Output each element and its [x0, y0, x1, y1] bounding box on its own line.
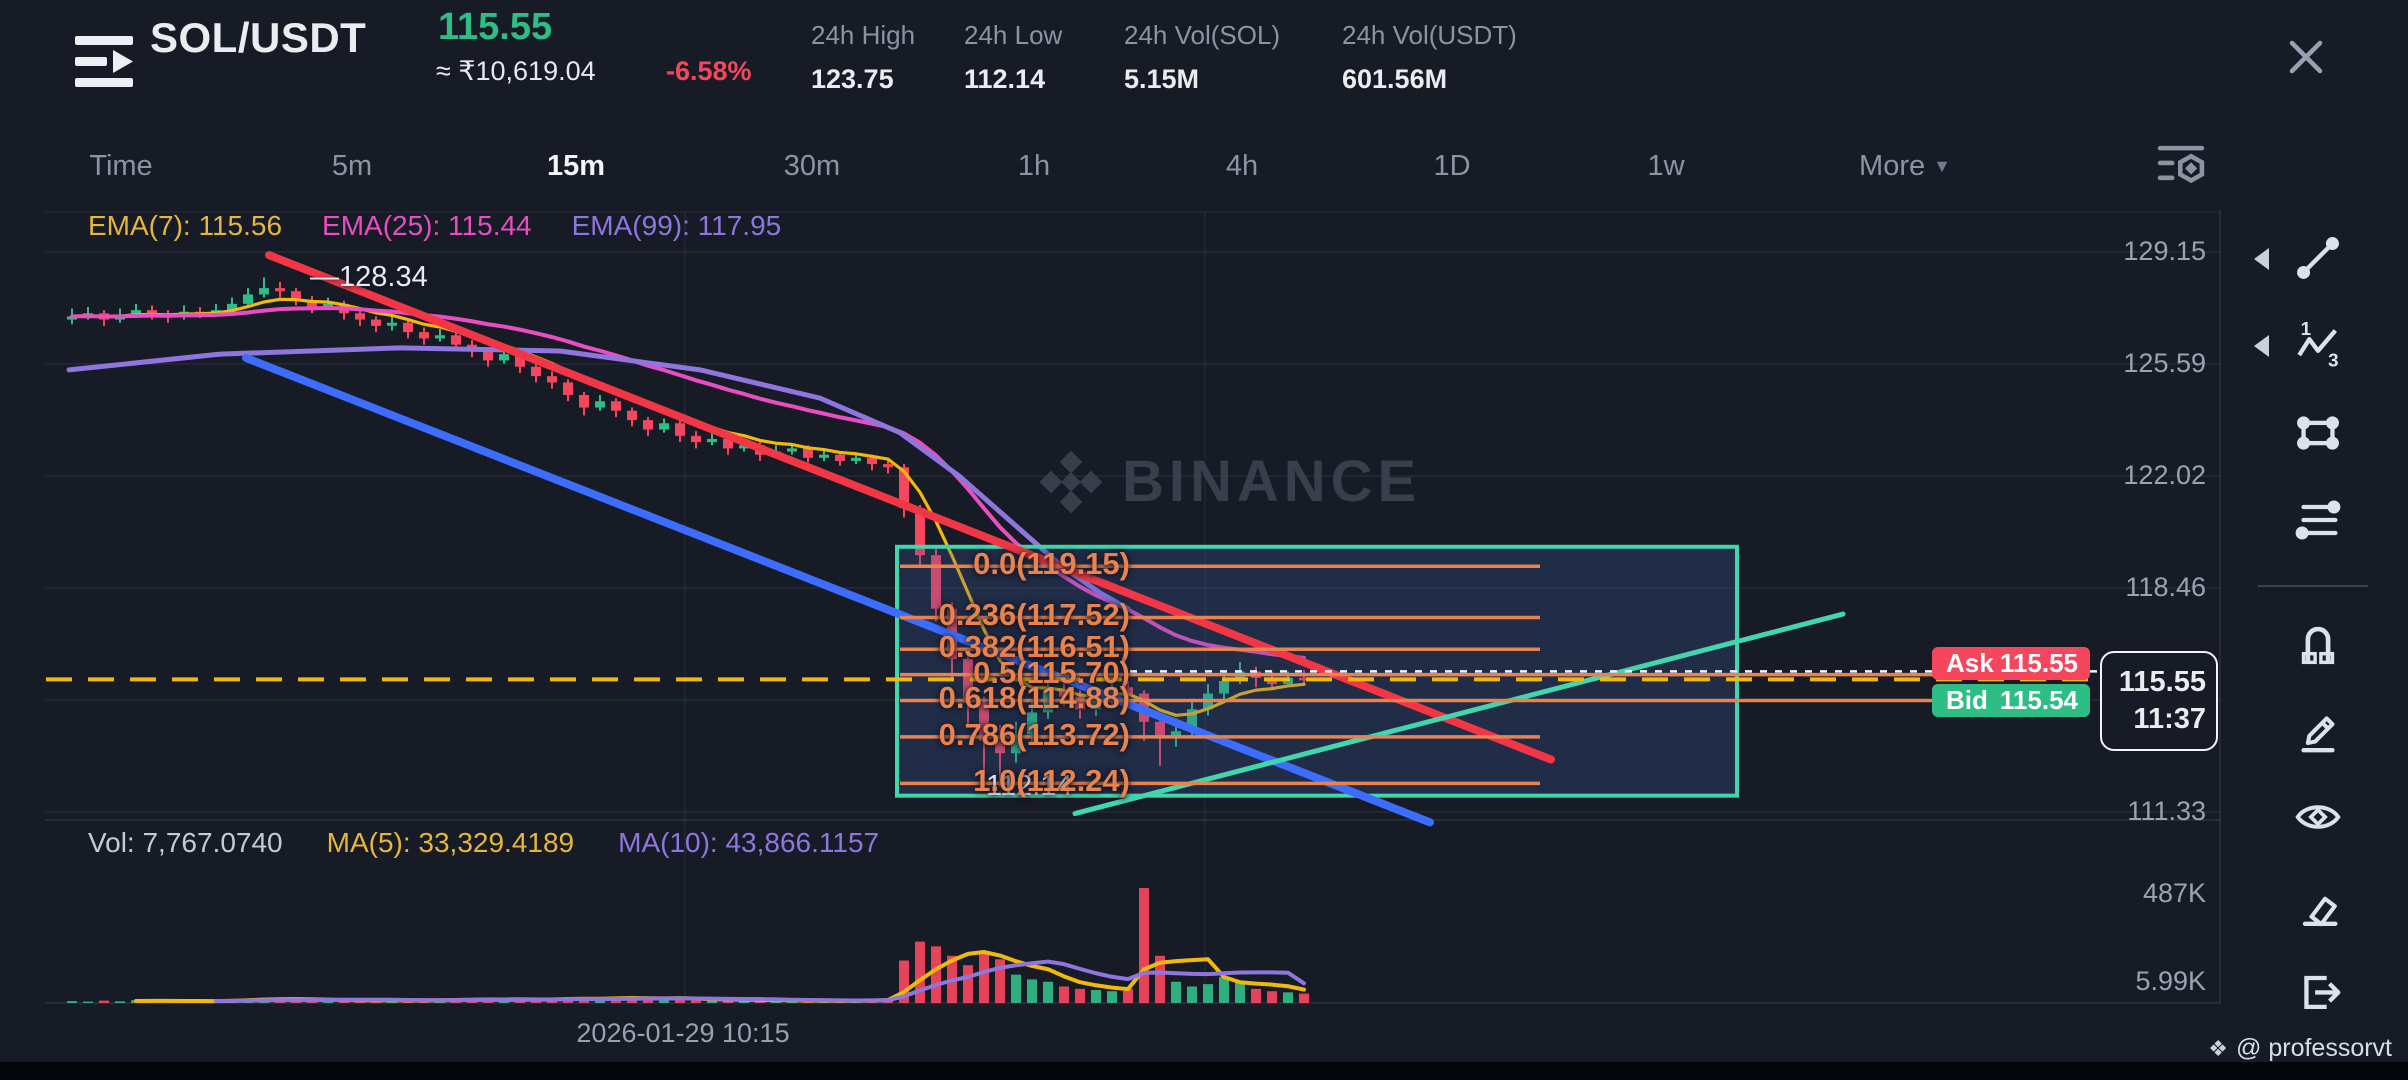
swing-low-label: 112.14 — [986, 770, 1073, 802]
stat-label: 24h High — [811, 20, 916, 50]
market-menu-icon[interactable] — [75, 36, 135, 88]
swing-high-label: —128.34 — [310, 261, 428, 293]
stat-value: 123.75 — [811, 64, 894, 94]
vol-ma5-label: MA(5): 33,329.4189 — [326, 827, 575, 858]
volume-axis-label-last: 5.99K — [2135, 966, 2206, 996]
stat-24h-high: 24h High 123.75 — [811, 20, 915, 95]
stat-value: 5.15M — [1124, 64, 1200, 94]
close-icon[interactable] — [2282, 33, 2330, 81]
expand-left-icon[interactable] — [2254, 248, 2269, 270]
fib-level-label: 0.5(115.70) — [973, 654, 1130, 690]
ask-value: 115.55 — [1999, 648, 2078, 678]
tab-1d[interactable]: 1D — [1433, 150, 1471, 182]
indicator-settings-icon[interactable] — [2156, 140, 2210, 190]
ema-legend: EMA(7): 115.56 EMA(25): 115.44 EMA(99): … — [88, 210, 781, 242]
rectangle-shape-icon[interactable] — [2292, 407, 2344, 459]
tab-15m[interactable]: 15m — [546, 150, 606, 182]
fib-level-label: 1.0(112.24) — [973, 763, 1130, 799]
vol-ma10-label: MA(10): 43,866.1157 — [618, 827, 880, 858]
stat-label: 24h Vol(USDT) — [1342, 20, 1517, 50]
time-axis-label: 2026-01-29 10:15 — [576, 1018, 790, 1048]
stat-value: 112.14 — [964, 64, 1046, 94]
change-percent: -6.58% — [666, 56, 752, 86]
fib-level-label: 0.382(116.51) — [938, 629, 1130, 665]
credit-text: @ professorvt — [2236, 1034, 2392, 1062]
price-axis-label: 111.33 — [2127, 796, 2206, 826]
chevron-down-icon: ▼ — [1933, 156, 1951, 176]
binance-watermark: BINANCE — [1040, 448, 1421, 515]
price-axis-label: 129.15 — [2123, 236, 2206, 266]
pair-title: SOL/USDT — [150, 14, 367, 61]
magnet-icon[interactable] — [2292, 619, 2344, 671]
tab-5m[interactable]: 5m — [331, 150, 373, 182]
binance-logo-icon — [1040, 450, 1102, 513]
volume-axis-label-max: 487K — [2142, 878, 2206, 908]
expand-left-icon[interactable] — [2254, 335, 2269, 357]
ema25-label: EMA(25): 115.44 — [322, 210, 532, 241]
fib-retracement-icon[interactable] — [2292, 494, 2344, 546]
tab-4h[interactable]: 4h — [1225, 150, 1259, 182]
exit-drawing-icon[interactable] — [2292, 965, 2344, 1017]
elliott-wave-icon[interactable]: 1 3 — [2292, 319, 2344, 371]
fib-level-label: 0.0(119.15) — [973, 546, 1130, 582]
tab-1w[interactable]: 1w — [1647, 150, 1685, 182]
stat-24h-vol-sol: 24h Vol(SOL) 5.15M — [1124, 20, 1280, 95]
tab-time[interactable]: Time — [89, 150, 153, 182]
last-price: 115.55 — [438, 6, 553, 48]
draw-edit-icon[interactable] — [2292, 704, 2344, 756]
price-axis-label: 118.46 — [2125, 571, 2206, 602]
watermark-text: BINANCE — [1122, 449, 1422, 514]
ask-label: Ask — [1946, 648, 1994, 678]
price-axis-label: 125.59 — [2123, 347, 2206, 378]
fib-level-label: 0.236(117.52) — [938, 597, 1130, 633]
eraser-icon[interactable] — [2292, 879, 2344, 931]
fib-level-label: 0.618(114.88) — [938, 680, 1130, 716]
stat-24h-low: 24h Low 112.14 — [964, 20, 1062, 95]
price-axis-label: 122.02 — [2123, 460, 2206, 491]
vol-label: Vol: 7,767.0740 — [88, 827, 283, 858]
more-label: More — [1859, 150, 1926, 182]
bottom-bar — [0, 1062, 2408, 1080]
bid-value: 115.54 — [1999, 685, 2078, 715]
trend-line-icon[interactable] — [2292, 232, 2344, 284]
tab-more[interactable]: More ▼ — [1830, 146, 1980, 186]
credit: ❖ @ professorvt — [2208, 1034, 2392, 1063]
stat-value: 601.56M — [1342, 64, 1448, 94]
stat-label: 24h Vol(SOL) — [1124, 20, 1281, 50]
bid-label: Bid — [1946, 685, 1988, 715]
last-price-box-value: 115.55 — [2118, 666, 2206, 698]
ema7-label: EMA(7): 115.56 — [88, 210, 283, 241]
bid-badge[interactable]: Bid 115.54 — [1932, 684, 2090, 717]
stat-24h-vol-usdt: 24h Vol(USDT) 601.56M — [1342, 20, 1517, 95]
fiat-approx: ≈ ₹10,619.04 — [436, 56, 596, 86]
toolbar-divider — [2258, 585, 2368, 587]
volume-legend: Vol: 7,767.0740 MA(5): 33,329.4189 MA(10… — [88, 827, 879, 859]
svg-text:1: 1 — [2301, 319, 2311, 339]
svg-text:3: 3 — [2328, 350, 2338, 371]
tab-30m[interactable]: 30m — [783, 150, 841, 182]
diamond-icon: ❖ — [2208, 1035, 2229, 1061]
last-price-box: 115.55 11:37 — [2100, 651, 2218, 751]
tab-1h[interactable]: 1h — [1017, 150, 1051, 182]
candle-countdown: 11:37 — [2133, 703, 2206, 735]
ask-badge[interactable]: Ask 115.55 — [1932, 647, 2090, 680]
ema99-label: EMA(99): 117.95 — [571, 210, 782, 241]
toggle-visibility-icon[interactable] — [2292, 791, 2344, 843]
fib-level-label: 0.786(113.72) — [938, 716, 1130, 752]
stat-label: 24h Low — [964, 20, 1063, 50]
